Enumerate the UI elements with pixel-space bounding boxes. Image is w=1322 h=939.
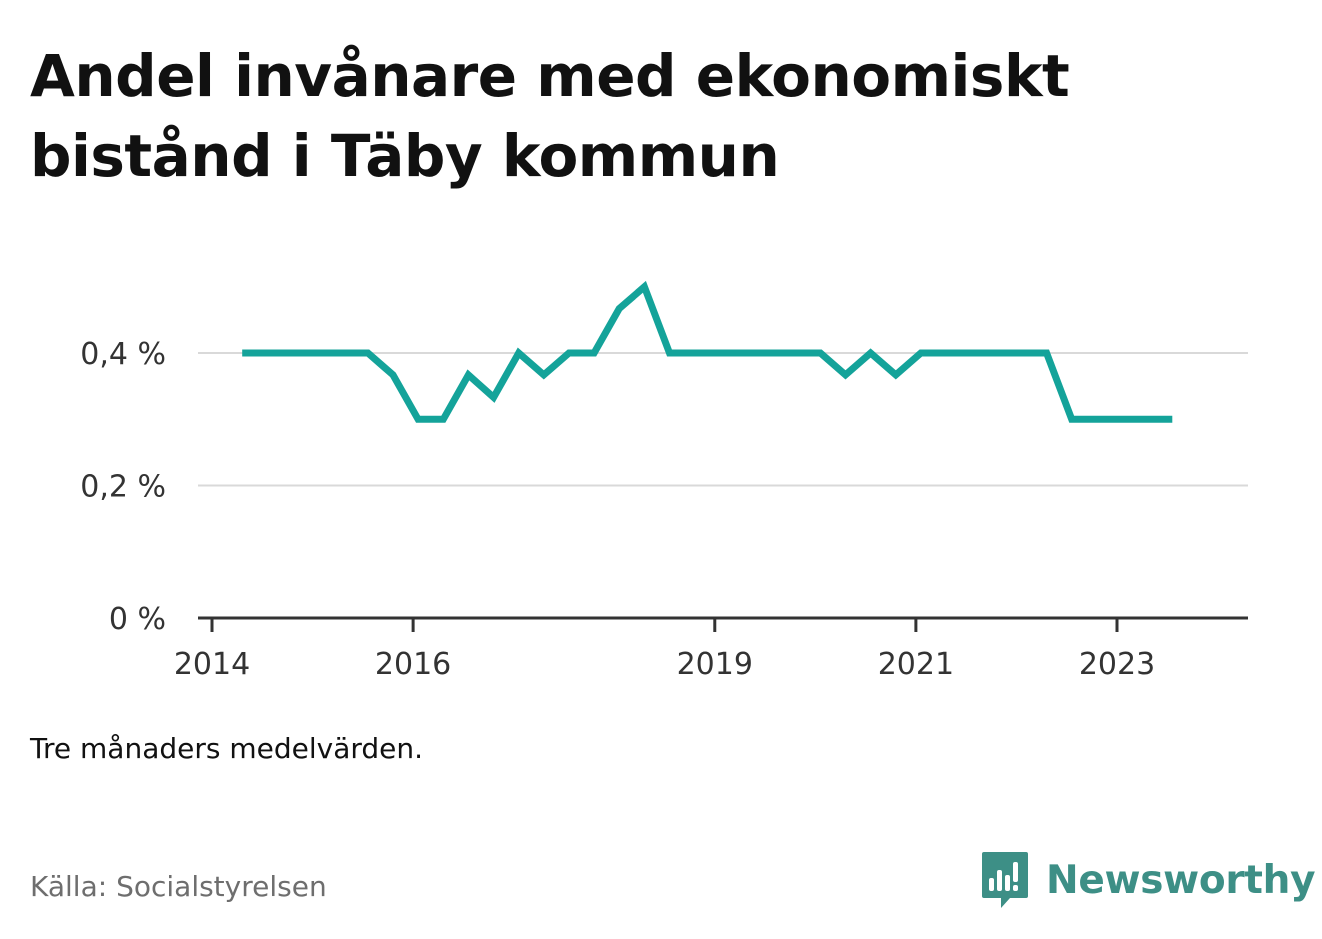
x-tick-label: 2014	[174, 647, 250, 682]
brand-name: Newsworthy	[1046, 857, 1316, 903]
x-tick-label: 2019	[677, 647, 753, 682]
y-axis: 0 % 0,2 % 0,4 %	[80, 337, 166, 637]
series	[242, 280, 1173, 423]
y-tick-label: 0,4 %	[80, 337, 166, 372]
y-tick-label: 0,2 %	[80, 470, 166, 505]
source-text: Källa: Socialstyrelsen	[30, 870, 327, 903]
x-axis: 2014 2016 2019 2021 2023	[174, 616, 1248, 682]
y-tick-label: 0 %	[109, 602, 166, 637]
chart-title: Andel invånare med ekonomiskt bistånd i …	[30, 42, 1070, 190]
brand-logo: Newsworthy	[980, 848, 1316, 912]
chart-note: Tre månaders medelvärden.	[30, 732, 424, 765]
x-tick-label: 2023	[1079, 647, 1155, 682]
x-tick-label: 2016	[375, 647, 451, 682]
x-tick-label: 2021	[878, 647, 954, 682]
series-line	[242, 280, 1173, 423]
newsworthy-logo-icon	[982, 852, 1028, 908]
